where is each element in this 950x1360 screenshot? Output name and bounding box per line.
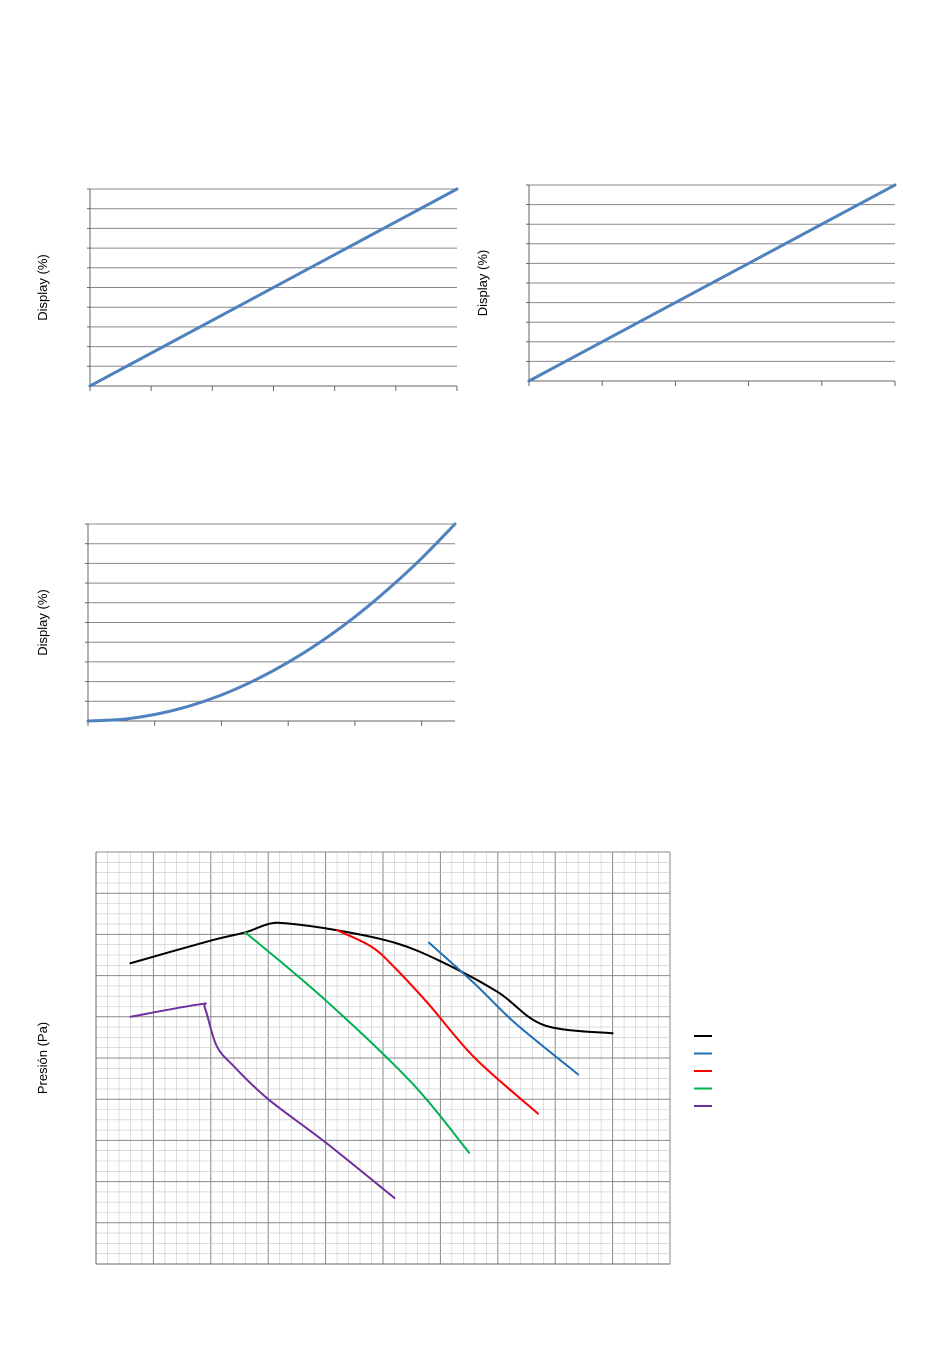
- y-axis-label: Display (%): [35, 589, 50, 655]
- y-axis-label: Display (%): [35, 254, 50, 320]
- series-line: [336, 929, 539, 1115]
- series-line: [427, 941, 580, 1076]
- series-line: [86, 522, 457, 723]
- y-axis-label: Display (%): [475, 250, 490, 316]
- y-axis-label: Presión (Pa): [35, 1022, 50, 1094]
- series-line: [88, 187, 459, 388]
- chart-3: Display (%): [35, 522, 457, 726]
- series-line: [244, 931, 471, 1154]
- series-line: [129, 1002, 396, 1200]
- chart-1: Display (%): [35, 187, 459, 391]
- series-line: [527, 183, 897, 383]
- chart-2: Display (%): [475, 183, 897, 386]
- chart-4: Presión (Pa): [35, 851, 712, 1265]
